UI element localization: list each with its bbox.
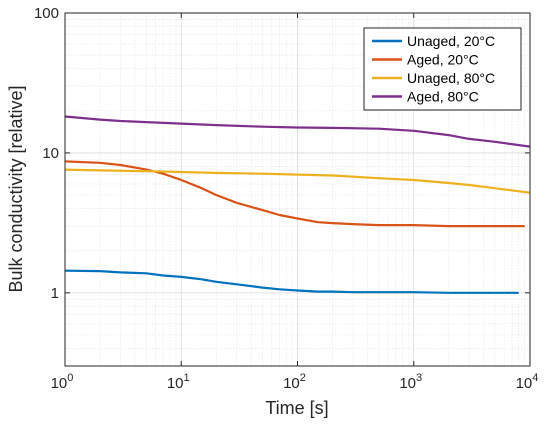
x-tick-label: 103 xyxy=(399,372,422,392)
x-tick-label: 101 xyxy=(167,372,190,392)
y-tick-label: 10 xyxy=(42,145,59,162)
x-tick-label: 104 xyxy=(516,372,539,392)
series-line xyxy=(64,269,519,294)
legend-label: Aged, 20°C xyxy=(407,52,479,68)
legend: Unaged, 20°C Aged, 20°C Unaged, 80°C Aged, … xyxy=(363,27,522,111)
y-tick-label: 1 xyxy=(51,285,59,302)
x-axis-label: Time [s] xyxy=(265,398,328,418)
y-axis-label: Bulk conductivity [relative] xyxy=(6,85,26,292)
x-tick-label: 102 xyxy=(283,372,306,392)
series-line xyxy=(64,168,531,194)
series-layer xyxy=(64,115,531,294)
legend-label: Unaged, 20°C xyxy=(407,33,495,49)
x-tick-label: 100 xyxy=(51,372,74,392)
y-tick-label: 100 xyxy=(34,5,59,22)
legend-label: Aged, 80°C xyxy=(407,89,479,105)
series-line xyxy=(64,115,531,148)
axis-ticks: 100 101 102 103 104 1 10 100 xyxy=(34,5,538,392)
legend-label: Unaged, 80°C xyxy=(407,70,495,86)
